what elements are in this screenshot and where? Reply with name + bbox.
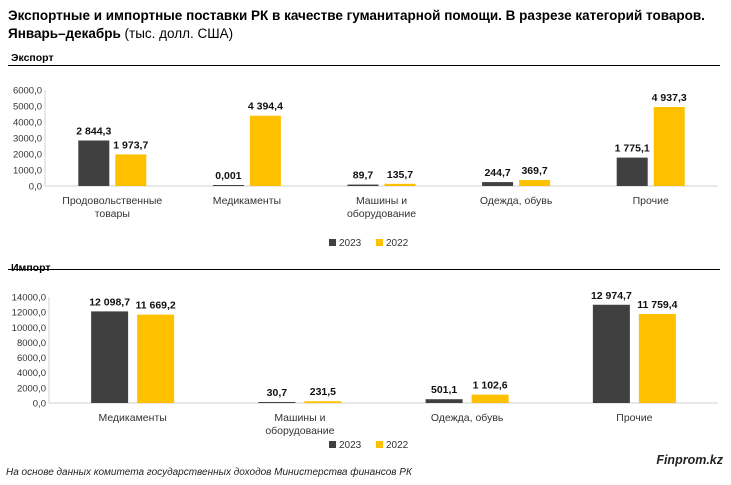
data-label-2022: 4 394,4 — [248, 101, 283, 113]
legend-label-2022: 2022 — [386, 238, 409, 249]
bar-2023 — [425, 399, 463, 403]
y-tick-label: 14000,0 — [12, 293, 46, 304]
y-tick-label: 0,0 — [33, 399, 46, 410]
y-tick-label: 6000,0 — [13, 86, 42, 97]
title-unit: (тыс. долл. США) — [120, 26, 234, 41]
data-label-2022: 135,7 — [387, 169, 413, 181]
y-tick-label: 4000,0 — [17, 368, 46, 379]
category-label: Прочие — [616, 412, 652, 424]
data-label-2022: 1 102,6 — [473, 380, 508, 392]
bar-2023 — [592, 304, 630, 403]
title-main: Экспортные и импортные поставки РК в кач… — [8, 8, 705, 41]
legend-swatch-2022 — [376, 239, 383, 246]
y-tick-label: 5000,0 — [13, 102, 42, 113]
bar-2022 — [304, 401, 342, 403]
bar-2023 — [258, 402, 296, 403]
data-label-2023: 30,7 — [267, 387, 288, 399]
y-tick-label: 10000,0 — [12, 323, 46, 334]
y-tick-label: 1000,0 — [13, 166, 42, 177]
data-label-2023: 0,001 — [215, 170, 241, 182]
category-label: оборудование — [265, 425, 334, 437]
bar-2022 — [653, 107, 685, 186]
export-section-label: Экспорт — [11, 52, 54, 64]
y-tick-label: 2000,0 — [17, 383, 46, 394]
export-divider — [8, 65, 720, 66]
bar-2022 — [249, 115, 281, 186]
category-label: Машины и — [274, 412, 325, 424]
category-label: Одежда, обувь — [480, 195, 553, 207]
data-label-2023: 12 098,7 — [89, 296, 130, 308]
brand-logo: Finprom.kz — [656, 453, 723, 467]
category-label: Одежда, обувь — [431, 412, 504, 424]
data-label-2022: 11 759,4 — [637, 299, 677, 311]
legend-label-2023: 2023 — [339, 440, 362, 451]
y-tick-label: 12000,0 — [12, 308, 46, 319]
data-label-2022: 231,5 — [310, 386, 336, 398]
data-label-2023: 1 775,1 — [615, 143, 650, 155]
category-label: Прочие — [633, 195, 669, 207]
bar-2023 — [347, 184, 379, 186]
bar-2022 — [384, 183, 416, 186]
import-divider — [8, 269, 720, 270]
category-label: Медикаменты — [213, 195, 281, 207]
y-tick-label: 6000,0 — [17, 353, 46, 364]
bar-2023 — [78, 140, 110, 186]
bar-2022 — [638, 313, 676, 403]
bar-2023 — [616, 157, 648, 186]
data-label-2022: 1 973,7 — [113, 139, 148, 151]
chart-title: Экспортные и импортные поставки РК в кач… — [8, 7, 728, 43]
bar-2023 — [91, 311, 129, 403]
data-label-2022: 11 669,2 — [135, 300, 175, 312]
y-tick-label: 8000,0 — [17, 338, 46, 349]
data-label-2022: 4 937,3 — [652, 92, 687, 104]
bar-2022 — [137, 314, 175, 403]
data-label-2023: 12 974,7 — [591, 290, 632, 302]
data-label-2023: 2 844,3 — [76, 125, 111, 137]
y-tick-label: 4000,0 — [13, 118, 42, 129]
source-note: На основе данных комитета государственны… — [6, 467, 412, 478]
bar-2023 — [212, 185, 244, 186]
category-label: Медикаменты — [98, 412, 166, 424]
bar-2022 — [519, 180, 551, 186]
legend-label-2022: 2022 — [386, 440, 409, 451]
y-tick-label: 0,0 — [29, 182, 42, 193]
y-tick-label: 2000,0 — [13, 150, 42, 161]
category-label: товары — [95, 208, 130, 220]
data-label-2023: 244,7 — [484, 167, 510, 179]
data-label-2022: 369,7 — [521, 165, 547, 177]
data-label-2023: 501,1 — [431, 384, 457, 396]
data-label-2023: 89,7 — [353, 170, 374, 182]
legend-label-2023: 2023 — [339, 238, 362, 249]
y-tick-label: 3000,0 — [13, 134, 42, 145]
legend-swatch-2023 — [329, 239, 336, 246]
bar-2023 — [482, 182, 514, 186]
category-label: Продовольственные — [62, 195, 162, 207]
import-section-label: Импорт — [11, 262, 51, 274]
category-label: оборудование — [347, 208, 416, 220]
legend-swatch-2022 — [376, 441, 383, 448]
category-label: Машины и — [356, 195, 407, 207]
bar-2022 — [115, 154, 147, 186]
bar-2022 — [471, 394, 509, 403]
legend-swatch-2023 — [329, 441, 336, 448]
